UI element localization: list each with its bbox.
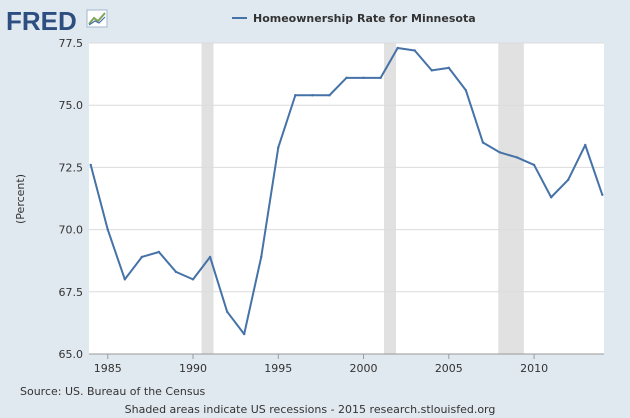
data-point <box>208 255 212 259</box>
data-point <box>260 255 263 259</box>
x-tick-label: 2010 <box>520 362 548 375</box>
fred-logo[interactable]: FRED <box>6 6 108 36</box>
data-point <box>532 163 536 167</box>
data-point <box>294 94 297 97</box>
fred-logo-text: FRED <box>6 6 77 36</box>
y-tick-label: 72.5 <box>59 161 84 174</box>
legend: Homeownership Rate for Minnesota <box>232 12 476 25</box>
data-point <box>515 156 519 159</box>
data-point <box>174 270 178 274</box>
y-tick-label: 67.5 <box>59 286 84 299</box>
y-axis: 65.0 67.5 70.0 72.5 75.0 77.5 <box>59 37 84 361</box>
x-tick-label: 1985 <box>94 362 122 375</box>
data-point <box>396 46 399 50</box>
x-tick-label: 1990 <box>179 362 207 375</box>
x-tick-label: 2000 <box>350 362 378 375</box>
y-axis-title: (Percent) <box>14 174 27 224</box>
legend-label: Homeownership Rate for Minnesota <box>253 12 476 25</box>
y-tick-label: 65.0 <box>59 348 84 361</box>
plot-area <box>89 43 604 354</box>
data-point <box>191 278 195 281</box>
data-point <box>242 332 246 336</box>
data-point <box>549 196 553 199</box>
fred-logo-icon <box>86 9 108 28</box>
data-point <box>481 141 485 144</box>
data-point <box>464 89 468 92</box>
data-point <box>584 143 587 147</box>
recession-bands <box>201 43 524 354</box>
data-point <box>601 193 604 196</box>
x-axis: 1985 1990 1995 2000 2005 2010 <box>89 353 604 375</box>
data-point <box>225 310 229 313</box>
data-point <box>140 255 144 259</box>
data-point <box>498 151 502 154</box>
recession-band <box>201 43 214 354</box>
data-point <box>447 66 451 70</box>
data-point <box>277 146 280 149</box>
data-point <box>345 76 348 80</box>
y-tick-label: 70.0 <box>59 224 84 237</box>
recession-band <box>384 43 396 354</box>
y-tick-label: 75.0 <box>59 99 84 112</box>
data-point <box>89 163 92 167</box>
y-tick-label: 77.5 <box>59 37 84 50</box>
data-point <box>413 49 416 52</box>
series-group <box>89 46 604 336</box>
data-point <box>106 228 109 231</box>
recession-note: Shaded areas indicate US recessions - 20… <box>125 403 496 416</box>
data-point <box>123 278 127 281</box>
x-tick-label: 2005 <box>435 362 463 375</box>
data-point <box>362 76 365 80</box>
recession-band <box>498 43 524 354</box>
data-point <box>566 178 570 182</box>
data-point <box>328 94 331 97</box>
x-tick-label: 1995 <box>264 362 292 375</box>
data-point <box>157 250 161 254</box>
data-point <box>430 69 433 72</box>
data-point <box>311 94 314 97</box>
source-text: Source: US. Bureau of the Census <box>20 385 206 398</box>
data-point <box>379 76 382 80</box>
